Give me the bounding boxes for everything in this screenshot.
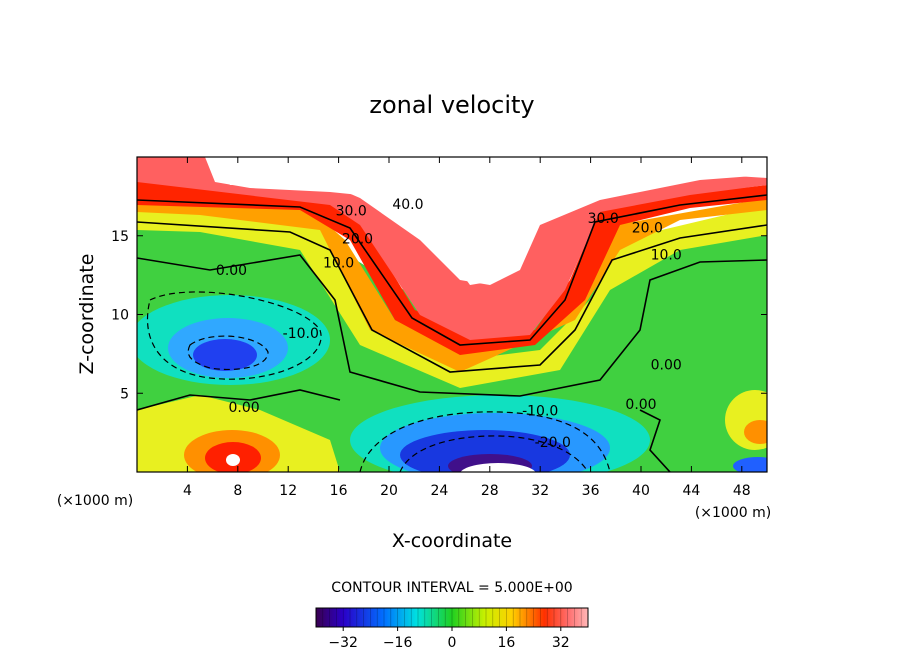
- contour-line-neg10-left: [146, 291, 322, 380]
- x-axis-title: X-coordinate: [392, 530, 512, 552]
- x-tick-label: 20: [380, 483, 398, 499]
- colorbar-tick-label: −32: [328, 635, 358, 651]
- colorbar-tick-label: 32: [552, 635, 570, 651]
- contour-label: 30.0: [588, 211, 619, 227]
- x-axis-ticks: 4 8 12 16 20 24 28 32 36 40 44 48: [183, 157, 751, 499]
- y-axis-ticks: 5 10 15: [111, 229, 767, 402]
- contour-label: 40.0: [392, 197, 423, 213]
- contour-label: -10.0: [522, 403, 558, 419]
- y-tick-label: 5: [120, 386, 129, 402]
- contour-label: 0.00: [651, 358, 682, 374]
- contour-label: 0.00: [229, 400, 260, 416]
- contour-label: 30.0: [336, 203, 367, 219]
- x-tick-label: 24: [430, 483, 448, 499]
- x-unit-label-left: (×1000 m): [57, 493, 133, 509]
- x-tick-label: 4: [183, 483, 192, 499]
- y-tick-label: 10: [111, 308, 129, 324]
- contour-line-neg20-bottom: [399, 435, 589, 472]
- x-tick-label: 36: [582, 483, 600, 499]
- colorbar-tick-label: 16: [497, 635, 515, 651]
- contour-line-neg20-left: [187, 335, 269, 371]
- contour-line-10: [137, 221, 767, 373]
- y-tick-label: 15: [111, 229, 129, 245]
- colorbar-tick-label: −16: [383, 635, 413, 651]
- x-unit-label-right: (×1000 m): [695, 505, 771, 521]
- x-tick-label: 40: [632, 483, 650, 499]
- contour-labels: 40.0 30.0 20.0 10.0 0.00 30.0 20.0 10.0 -10.0 0.0…: [216, 197, 682, 451]
- x-tick-label: 48: [733, 483, 751, 499]
- x-tick-label: 28: [481, 483, 499, 499]
- y-axis-title: Z-coordinate: [76, 254, 98, 375]
- x-tick-label: 8: [233, 483, 242, 499]
- field-lower-left-white: [226, 454, 240, 466]
- contour-line-0-lower: [137, 389, 341, 411]
- field-above-range: [205, 157, 767, 285]
- chart-title: zonal velocity: [369, 91, 534, 119]
- contour-label: 0.00: [216, 263, 247, 279]
- field-right-orange: [744, 420, 767, 444]
- x-tick-label: 16: [330, 483, 348, 499]
- contour-label: -10.0: [283, 326, 319, 342]
- contour-label: 0.00: [625, 397, 656, 413]
- field-eddy-left-blue: [193, 339, 257, 371]
- field-band-red-upper: [137, 180, 767, 355]
- contour-label: 20.0: [342, 232, 373, 248]
- x-tick-label: 12: [279, 483, 297, 499]
- contour-line-0-right: [639, 409, 671, 472]
- contour-label: -20.0: [535, 435, 571, 451]
- contour-interval-text: CONTOUR INTERVAL = 5.000E+00: [331, 580, 572, 596]
- x-tick-label: 32: [531, 483, 549, 499]
- contour-label: 10.0: [651, 247, 682, 263]
- contour-line-0: [137, 254, 767, 397]
- x-tick-label: 44: [682, 483, 700, 499]
- contour-label: 20.0: [632, 221, 663, 237]
- contour-line-30: [137, 194, 767, 346]
- field-bottom-white: [460, 463, 536, 472]
- colorbar-stripes: [322, 608, 582, 627]
- contour-label: 10.0: [323, 255, 354, 271]
- colorbar-tick-label: 0: [448, 635, 457, 651]
- plot-field: [137, 157, 767, 472]
- contour-line-neg10-bottom: [359, 411, 611, 472]
- colorbar-ticks: −32 −16 0 16 32: [328, 627, 570, 651]
- field-band-yellow-upper: [137, 205, 767, 388]
- field-band-pink-upper: [137, 157, 767, 340]
